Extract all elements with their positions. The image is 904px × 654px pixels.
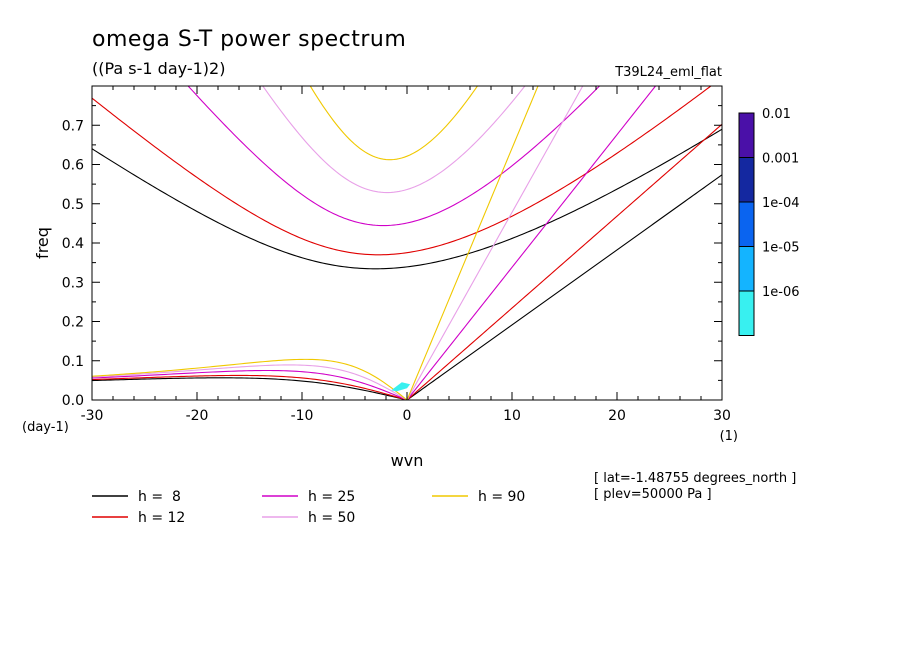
curve-h8-ig [92, 128, 722, 270]
y-tick-label: 0.5 [62, 197, 84, 213]
latitude-annotation: [ lat=-1.48755 degrees_north ] [594, 471, 796, 486]
legend-label: h = 8 [138, 489, 181, 505]
x-tick-label: 20 [608, 408, 626, 424]
x-tick-label: -20 [186, 408, 209, 424]
curve-h50-kelvin [406, 86, 584, 400]
y-tick-label: 0.0 [62, 393, 84, 409]
colorbar-swatch [738, 246, 755, 292]
colorbar-label: 1e-06 [762, 285, 800, 300]
colorbar-swatch [738, 290, 755, 336]
dispersion-curves [92, 86, 722, 400]
y-axis-label: freq [33, 227, 52, 259]
curve-h8-kelvin [406, 174, 722, 400]
y-tick-label: 0.4 [62, 236, 84, 252]
curve-h50-rossby [92, 364, 408, 400]
curve-h25-rossby [92, 369, 408, 400]
y-tick-label: 0.3 [62, 275, 84, 291]
x-tick-label: -10 [291, 408, 314, 424]
curve-h25-ig [187, 86, 601, 227]
colorbar-swatch [738, 112, 755, 158]
legend: h = 8 h = 12 h = 25 h = 50 h = 90 [92, 489, 525, 526]
x-tick-label: 0 [403, 408, 412, 424]
curve-h12-rossby [92, 374, 408, 400]
colorbar-swatch [738, 157, 755, 203]
y-tick-label: 0.1 [62, 354, 84, 370]
curve-h90-rossby [92, 358, 408, 400]
legend-label: h = 90 [478, 489, 525, 505]
x-unit-label: (1) [720, 429, 738, 444]
x-axis-label: wvn [391, 451, 424, 470]
curve-h8-rossby [92, 377, 408, 400]
x-tick-label: -30 [81, 408, 104, 424]
y-tick-label: 0.2 [62, 315, 84, 331]
pressure-annotation: [ plev=50000 Pa ] [594, 487, 712, 502]
colorbar-label: 1e-05 [762, 241, 800, 256]
x-axis-ticks: -30 -20 -10 0 10 20 30 [81, 86, 731, 424]
y-tick-label: 0.6 [62, 158, 84, 174]
curve-h50-ig [262, 86, 526, 194]
curve-h12-ig [92, 86, 712, 256]
curve-h25-kelvin [406, 86, 657, 400]
colorbar-swatch [738, 201, 755, 247]
colorbar-label: 0.001 [762, 152, 799, 167]
chart-title: omega S-T power spectrum [92, 27, 406, 52]
colorbar: 0.01 0.001 1e-04 1e-05 1e-06 [738, 107, 800, 336]
y-axis-ticks: 0.0 0.1 0.2 0.3 0.4 0.5 0.6 0.7 [62, 105, 722, 409]
y-tick-label: 0.7 [62, 118, 84, 134]
x-tick-label: 10 [503, 408, 521, 424]
curve-h90-kelvin [406, 86, 539, 400]
legend-label: h = 25 [308, 489, 355, 505]
colorbar-label: 0.01 [762, 107, 791, 122]
x-tick-label: 30 [713, 408, 731, 424]
power-contour [391, 382, 411, 392]
colorbar-label: 1e-04 [762, 196, 800, 211]
legend-label: h = 12 [138, 510, 185, 526]
curve-h90-ig [309, 86, 479, 161]
legend-label: h = 50 [308, 510, 355, 526]
curve-h12-kelvin [406, 123, 722, 400]
y-unit-label: (day-1) [22, 420, 69, 435]
run-name: T39L24_eml_flat [614, 65, 722, 80]
power-contour-fill [391, 382, 411, 392]
chart-units: ((Pa s-1 day-1)2) [92, 59, 225, 78]
